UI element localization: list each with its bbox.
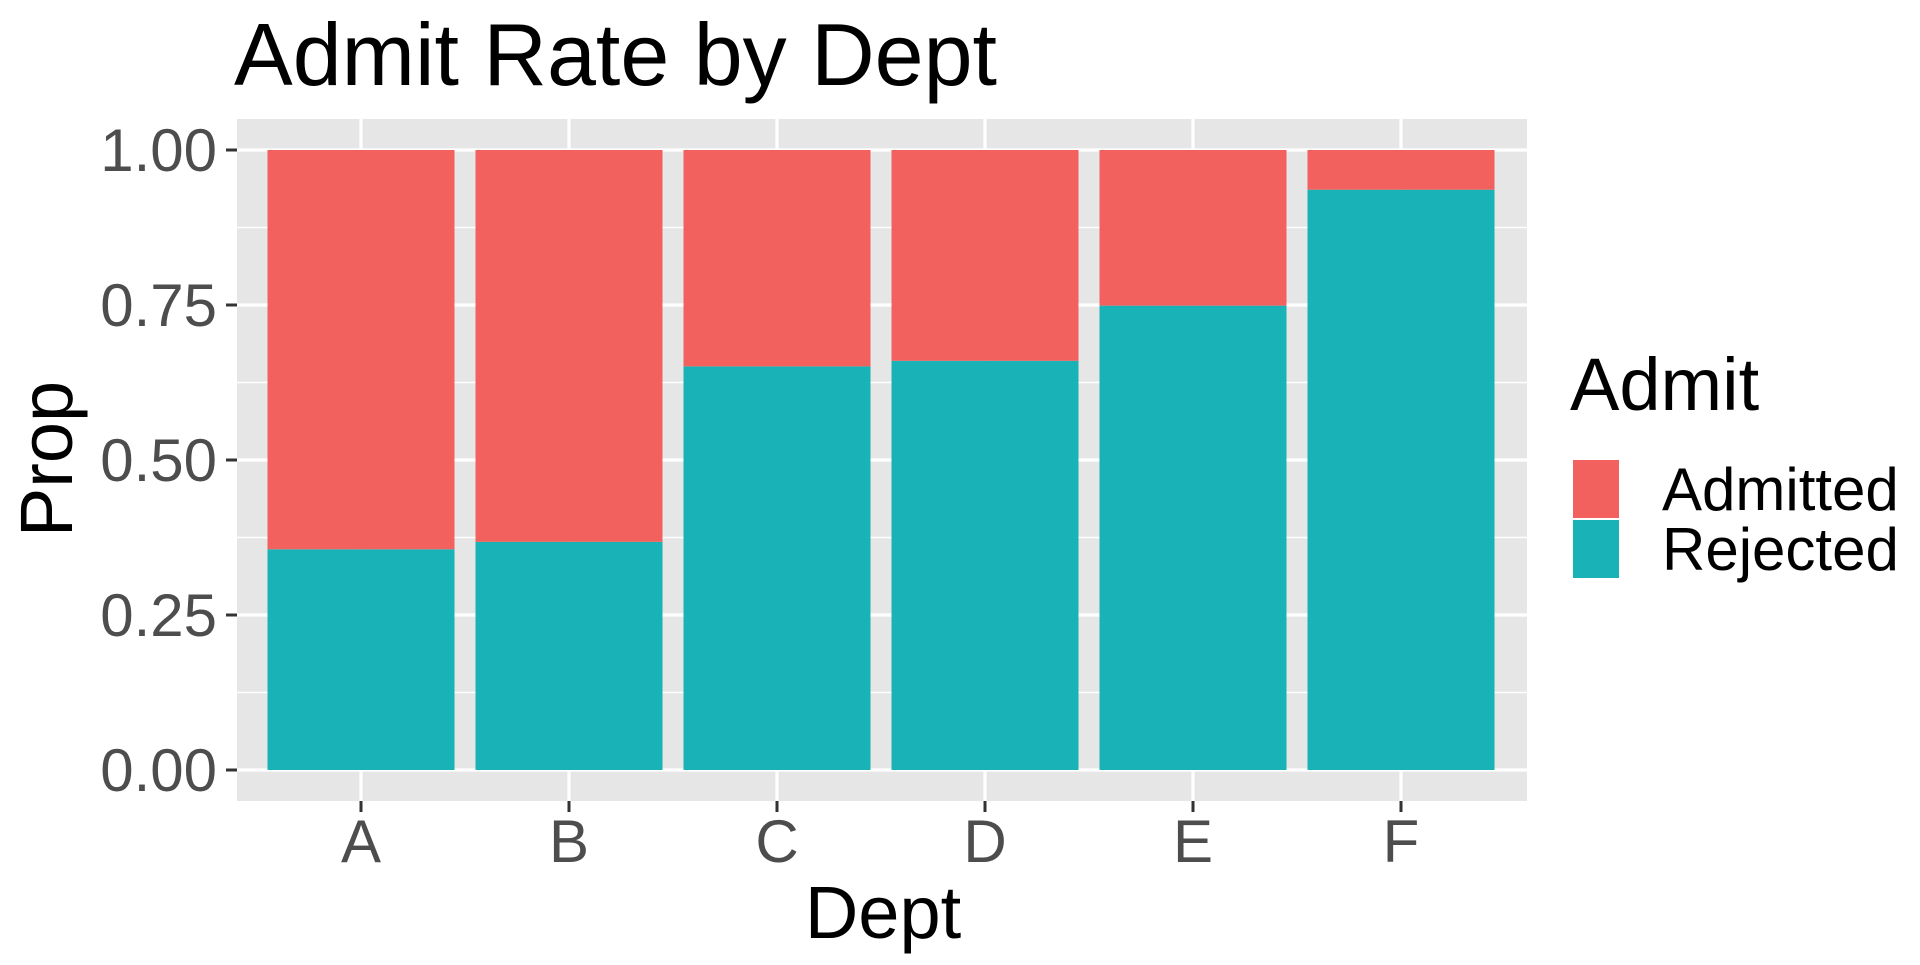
legend-key-admitted xyxy=(1573,460,1619,518)
bar-admitted-f xyxy=(1307,150,1495,190)
x-tick-label: B xyxy=(549,808,589,875)
bar-rejected-a xyxy=(267,549,455,770)
bar-admitted-a xyxy=(267,150,455,550)
x-tick-label: C xyxy=(755,808,798,875)
y-tick-label: 0.25 xyxy=(100,582,217,649)
bar-rejected-f xyxy=(1307,189,1495,770)
legend-label-rejected: Rejected xyxy=(1662,516,1899,583)
legend-label-admitted: Admitted xyxy=(1662,456,1899,523)
legend-title: Admit xyxy=(1570,343,1760,426)
legend-key-rejected xyxy=(1573,520,1619,578)
bar-admitted-e xyxy=(1099,150,1287,306)
x-tick-label: E xyxy=(1173,808,1213,875)
bar-rejected-b xyxy=(475,541,663,770)
y-tick-label: 1.00 xyxy=(100,117,217,184)
y-axis: 0.00 0.25 0.50 0.75 1.00 xyxy=(100,117,237,804)
y-tick-label: 0.75 xyxy=(100,272,217,339)
y-tick-label: 0.00 xyxy=(100,737,217,804)
chart-title: Admit Rate by Dept xyxy=(234,5,997,104)
bar-admitted-d xyxy=(891,150,1079,361)
y-tick-label: 0.50 xyxy=(100,427,217,494)
x-tick-label: F xyxy=(1383,808,1420,875)
bar-rejected-c xyxy=(683,366,871,770)
x-axis: A B C D E F xyxy=(341,801,1419,875)
x-axis-title: Dept xyxy=(805,871,962,954)
bar-admitted-c xyxy=(683,150,871,367)
x-tick-label: A xyxy=(341,808,381,875)
bar-rejected-d xyxy=(891,360,1079,770)
x-tick-label: D xyxy=(963,808,1006,875)
y-axis-title: Prop xyxy=(5,381,88,537)
bars xyxy=(267,150,1495,770)
bar-rejected-e xyxy=(1099,305,1287,770)
bar-admitted-b xyxy=(475,150,663,542)
